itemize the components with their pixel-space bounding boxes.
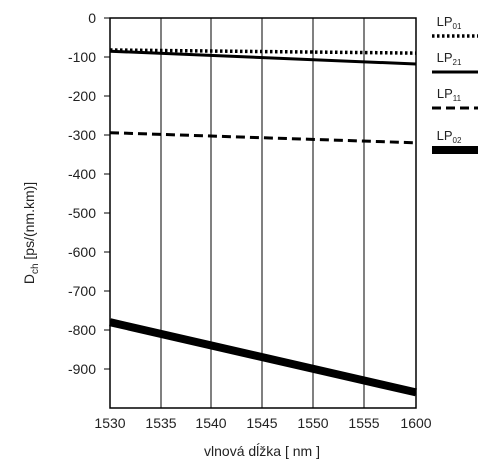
y-tick-label: -500 <box>68 205 96 221</box>
y-tick-label: -800 <box>68 322 96 338</box>
legend-label-lp21: LP21 <box>437 50 462 67</box>
series-line-lp11 <box>109 131 417 145</box>
y-tick-label: 0 <box>88 10 96 26</box>
legend: LP01 LP21 LP11 LP02 <box>432 14 478 154</box>
grid <box>160 18 365 408</box>
legend-label-lp02: LP02 <box>437 128 462 145</box>
series-line-lp02 <box>109 318 417 397</box>
y-axis-label-rest: [ps/(nm.km)] <box>21 182 37 264</box>
y-axis-label-sub: ch <box>30 263 41 274</box>
y-tick-label: -700 <box>68 283 96 299</box>
y-tick-label: -600 <box>68 244 96 260</box>
y-tick-label: -100 <box>68 49 96 65</box>
plot-frame <box>109 17 417 409</box>
legend-label-lp01: LP01 <box>437 14 462 31</box>
x-tick-label: 1600 <box>400 415 431 431</box>
x-tick-label: 1530 <box>94 415 125 431</box>
y-axis-ticks: 0 -100 -200 -300 -400 -500 -600 -700 -800 -900 <box>68 10 110 377</box>
y-tick-label: -900 <box>68 361 96 377</box>
x-tick-label: 1545 <box>246 415 277 431</box>
y-tick-label: -200 <box>68 88 96 104</box>
x-axis-label: vlnová dĺžka [ nm ] <box>204 442 320 459</box>
y-tick-label: -400 <box>68 166 96 182</box>
x-tick-label: 1550 <box>297 415 328 431</box>
series-line-lp01 <box>109 48 417 55</box>
x-tick-label: 1555 <box>348 415 379 431</box>
x-tick-label: 1535 <box>145 415 176 431</box>
series-line-lp21 <box>109 49 417 66</box>
y-axis-label-main: D <box>21 274 37 284</box>
x-tick-label: 1540 <box>195 415 226 431</box>
legend-label-lp11: LP11 <box>437 86 462 103</box>
y-tick-label: -300 <box>68 127 96 143</box>
series-group <box>109 48 417 397</box>
y-axis-label: Dch [ps/(nm.km)] <box>21 182 41 284</box>
x-axis-ticks: 1530 1535 1540 1545 1550 1555 1600 <box>94 415 431 431</box>
